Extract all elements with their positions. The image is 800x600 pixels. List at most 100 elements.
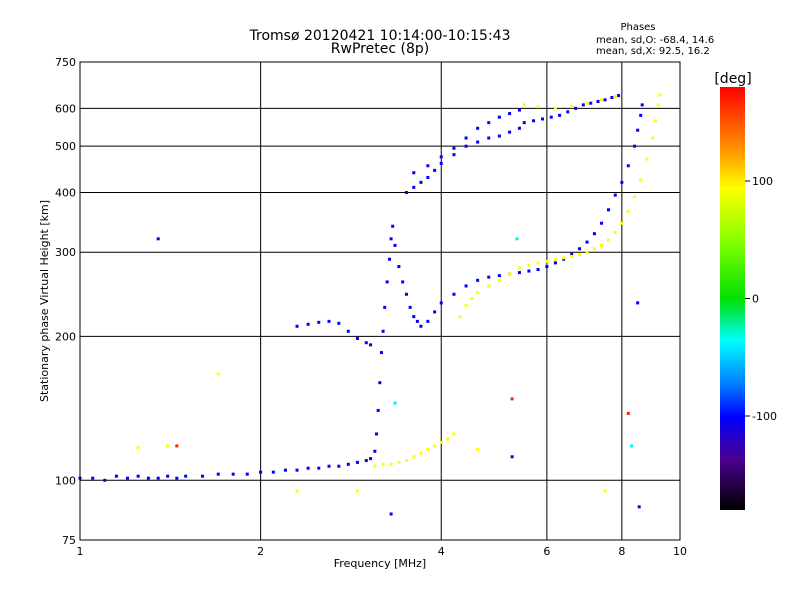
data-point [412, 171, 416, 175]
data-point [271, 470, 275, 474]
data-point [452, 292, 456, 296]
data-point [146, 476, 150, 480]
data-point [645, 157, 649, 161]
data-point [426, 447, 430, 451]
plot-frame [79, 61, 681, 541]
data-point [508, 272, 512, 276]
data-point [401, 280, 405, 284]
data-point [458, 315, 462, 319]
data-point [91, 476, 95, 480]
y-tick-label: 75 [62, 534, 76, 547]
data-point [327, 464, 331, 468]
data-point [592, 247, 596, 251]
data-point [383, 305, 387, 309]
data-point [317, 320, 321, 324]
data-point [508, 130, 512, 134]
data-point [439, 301, 443, 305]
data-point [487, 121, 491, 125]
data-point [433, 444, 437, 448]
data-point [369, 343, 373, 347]
data-point [404, 292, 408, 296]
x-tick-label: 1 [77, 545, 84, 558]
data-point [508, 112, 512, 116]
data-point [114, 474, 118, 478]
data-point [545, 259, 549, 263]
data-point [613, 230, 617, 234]
data-point [620, 221, 624, 225]
data-point [517, 271, 521, 275]
data-point [553, 257, 557, 261]
data-point [527, 263, 531, 267]
data-point [355, 336, 359, 340]
colorbar-ticks: 100 0 -100 [745, 175, 777, 423]
data-point [497, 278, 501, 282]
data-point [393, 401, 397, 405]
colorbar-tick-label: 100 [752, 175, 773, 188]
data-point [522, 121, 526, 125]
data-point [381, 462, 385, 466]
data-point [327, 319, 331, 323]
data-point [419, 324, 423, 328]
data-point [393, 243, 397, 247]
y-axis-ticks: 75 100 200 300 400 500 600 750 [55, 56, 76, 547]
data-point [126, 476, 130, 480]
data-point [452, 432, 456, 436]
data-point [640, 103, 644, 107]
data-point [589, 101, 593, 105]
data-point [404, 190, 408, 194]
data-point [517, 108, 521, 112]
data-point [389, 237, 393, 241]
data-point [515, 237, 519, 241]
data-point [522, 103, 526, 107]
data-point [637, 505, 641, 509]
data-point [412, 315, 416, 319]
data-point [536, 261, 540, 265]
data-point [364, 341, 368, 345]
data-point [452, 146, 456, 150]
data-point [600, 221, 604, 225]
data-point [156, 476, 160, 480]
data-point [355, 460, 359, 464]
data-point [585, 240, 589, 244]
x-tick-label: 10 [673, 545, 687, 558]
data-point [397, 460, 401, 464]
data-point [585, 250, 589, 254]
data-point [626, 164, 630, 168]
data-point [476, 291, 480, 295]
data-point [578, 252, 582, 256]
data-point [346, 329, 350, 333]
data-point [536, 105, 540, 109]
data-point [596, 100, 600, 104]
data-point [136, 446, 140, 450]
data-point [337, 464, 341, 468]
data-point [446, 437, 450, 441]
data-point [408, 305, 412, 309]
data-point [536, 268, 540, 272]
data-point [295, 489, 299, 493]
data-point [433, 310, 437, 314]
data-point [136, 474, 140, 478]
data-point [476, 278, 480, 282]
x-tick-label: 4 [438, 545, 445, 558]
y-tick-label: 200 [55, 330, 76, 343]
data-point [337, 321, 341, 325]
data-point [633, 195, 637, 199]
y-tick-label: 600 [55, 102, 76, 115]
data-point [373, 449, 377, 453]
data-point [626, 411, 630, 415]
data-point [527, 269, 531, 273]
data-point [464, 284, 468, 288]
y-tick-label: 100 [55, 474, 76, 487]
y-axis-label: Stationary phase Virtual Height [km] [38, 200, 51, 402]
y-tick-label: 500 [55, 140, 76, 153]
x-tick-label: 2 [257, 545, 264, 558]
data-point [397, 265, 401, 269]
data-point [412, 455, 416, 459]
data-point [426, 164, 430, 168]
data-point [374, 432, 378, 436]
phase-stats-o: mean, sd,O: -68.4, 14.6 [596, 35, 714, 46]
data-point [553, 106, 557, 110]
x-axis-label: Frequency [MHz] [334, 557, 426, 570]
data-point [379, 351, 383, 355]
data-point [245, 472, 249, 476]
